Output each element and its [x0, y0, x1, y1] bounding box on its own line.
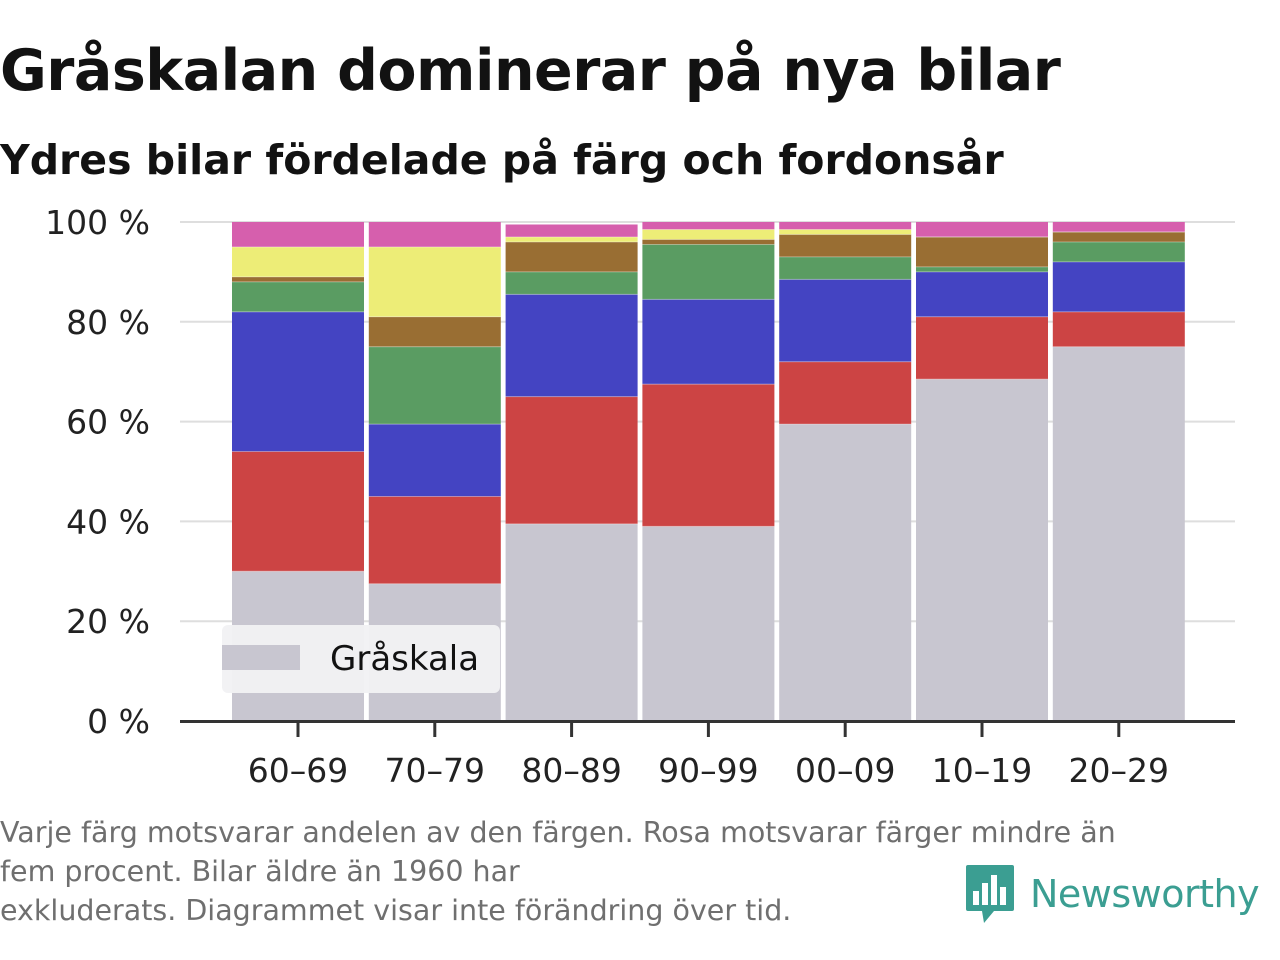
bar-segment: [1052, 261, 1185, 312]
legend-swatch-graskala: [222, 645, 300, 670]
bar-segment: [916, 316, 1048, 380]
x-tick-label: 20–29: [1069, 751, 1169, 790]
bar-stack: [916, 222, 1048, 721]
footnote-line-2: fem procent. Bilar äldre än 1960 har: [0, 855, 520, 888]
bar-segment: [505, 236, 638, 242]
bar-segment: [232, 246, 364, 277]
bar-segment: [232, 281, 364, 312]
y-tick-label: 60 %: [66, 403, 150, 442]
bar-segment: [368, 424, 501, 497]
bar-segment: [642, 299, 775, 385]
bar-segment: [232, 276, 364, 282]
bar-segment: [505, 396, 638, 524]
bar-segment: [505, 294, 638, 397]
newsworthy-logo-icon: [966, 865, 1014, 923]
bar-segment: [1052, 231, 1185, 242]
footnote: Varje färg motsvarar andelen av den färg…: [0, 813, 1250, 930]
bar-segment: [779, 279, 912, 362]
bar-segment: [779, 222, 912, 230]
bar-segment: [232, 451, 364, 572]
bar-segment: [642, 229, 775, 240]
bar-segment: [916, 236, 1048, 267]
bar-segment: [916, 379, 1048, 721]
x-tick-label: 00–09: [795, 751, 895, 790]
bar-segment: [779, 361, 912, 425]
newsworthy-brand: Newsworthy: [964, 862, 1260, 926]
bar-segment: [505, 224, 638, 237]
bar-stack: [505, 224, 638, 721]
bar-stack: [779, 222, 912, 721]
stacked-bar-chart: 0 % 20 % 40 % 60 % 80 % 100 % 60–69 70–79 80–89 9…: [45, 203, 1235, 790]
bar-segment: [916, 266, 1048, 272]
bar-segment: [779, 424, 912, 721]
x-tick-label: 60–69: [248, 751, 348, 790]
chart-title: Gråskalan dominerar på nya bilar: [0, 38, 1061, 104]
bar-segment: [232, 311, 364, 452]
chart-subtitle: Ydres bilar fördelade på färg och fordon…: [0, 136, 1004, 184]
y-tick-label: 20 %: [66, 602, 150, 641]
bar-segment: [642, 244, 775, 300]
bar-segment: [505, 271, 638, 295]
bar-segment: [368, 222, 501, 247]
bar-segment: [916, 271, 1048, 317]
axes: 0 % 20 % 40 % 60 % 80 % 100 % 60–69 70–79 80–89 9…: [45, 203, 1235, 790]
chart-legend: Gråskala: [222, 625, 500, 693]
bar-stack: [1052, 222, 1185, 721]
bar-segment: [642, 384, 775, 527]
bar-segment: [368, 246, 501, 317]
bar-segment: [1052, 346, 1185, 721]
bar-segment: [642, 526, 775, 721]
footnote-line-3: exkluderats. Diagrammet visar inte förän…: [0, 894, 792, 927]
x-tick-label: 10–19: [932, 751, 1032, 790]
bar-segment: [916, 222, 1048, 237]
bar-segment: [232, 222, 364, 247]
bar-segment: [1052, 311, 1185, 347]
legend-label-graskala: Gråskala: [330, 639, 479, 679]
bar-segment: [642, 239, 775, 245]
bar-segment: [368, 316, 501, 347]
legend-background: [222, 625, 500, 693]
bar-stack: [642, 222, 775, 721]
bar-segment: [368, 496, 501, 584]
brand-name: Newsworthy: [1030, 872, 1260, 916]
bar-segment: [1052, 241, 1185, 262]
x-tick-label: 80–89: [521, 751, 621, 790]
bar-segment: [779, 256, 912, 280]
bar-segment: [368, 346, 501, 425]
bar-segment: [779, 229, 912, 235]
y-tick-label: 80 %: [66, 303, 150, 342]
bar-segment: [642, 222, 775, 230]
y-tick-label: 100 %: [45, 203, 150, 242]
x-tick-label: 70–79: [385, 751, 485, 790]
y-tick-label: 0 %: [87, 702, 150, 741]
y-tick-label: 40 %: [66, 502, 150, 541]
x-tick-label: 90–99: [658, 751, 758, 790]
bar-segment: [779, 234, 912, 257]
bar-segment: [1052, 222, 1185, 232]
bar-segment: [505, 241, 638, 272]
bar-segment: [505, 523, 638, 721]
footnote-line-1: Varje färg motsvarar andelen av den färg…: [0, 816, 1116, 849]
